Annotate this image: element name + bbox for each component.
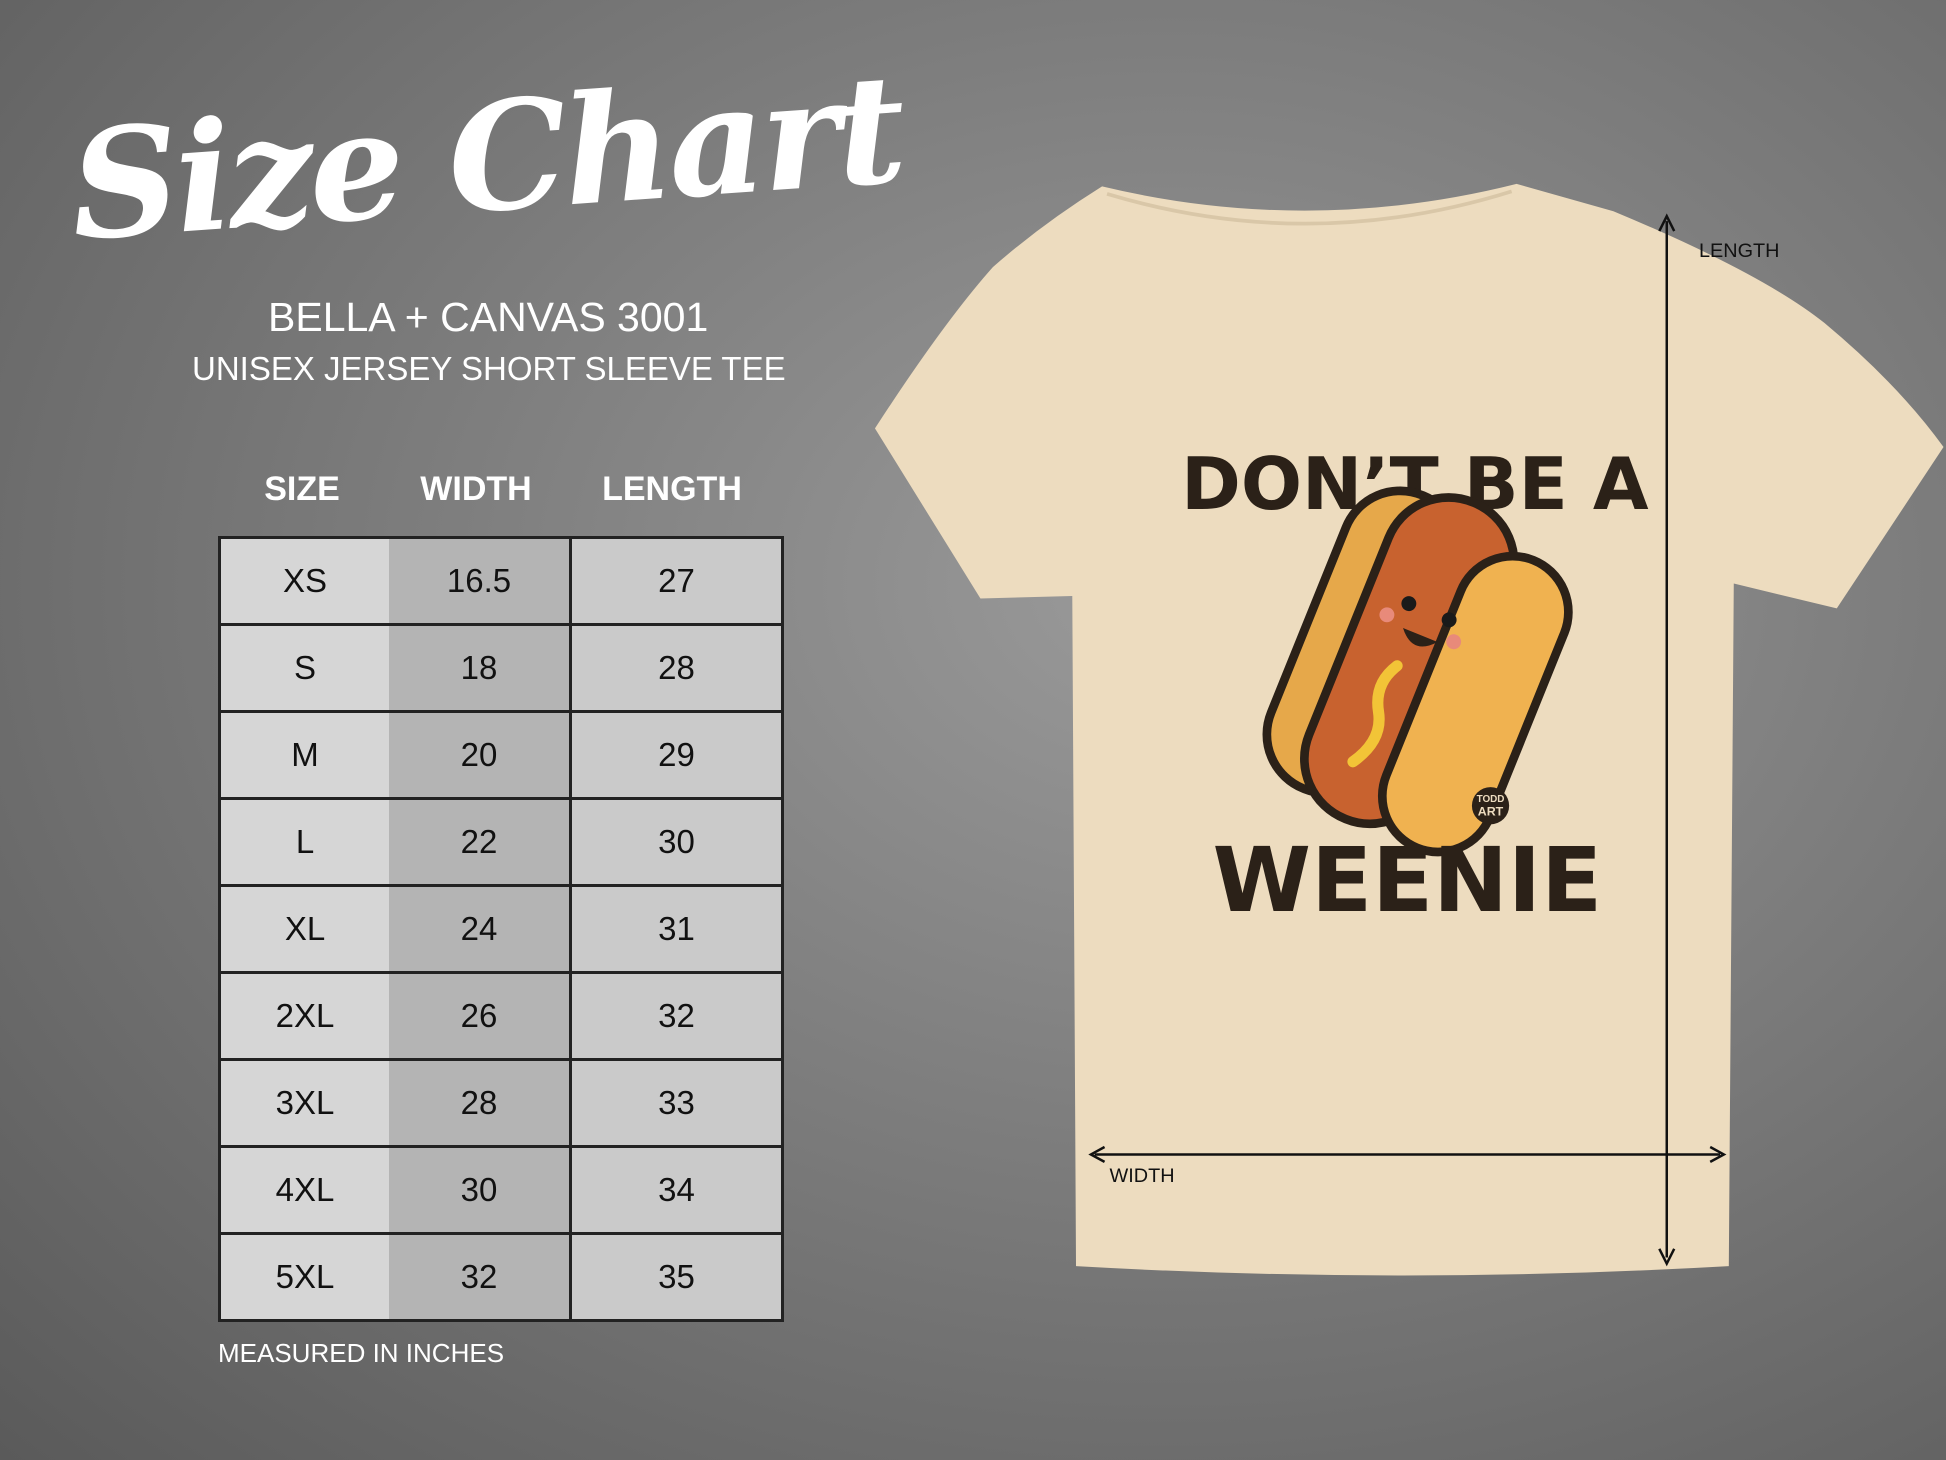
size-cell: S <box>218 623 389 713</box>
width-cell: 26 <box>389 971 572 1061</box>
hotdog-graphic <box>1262 486 1573 857</box>
size-cell: 4XL <box>218 1145 389 1235</box>
width-cell: 24 <box>389 884 572 974</box>
size-row: 5XL 32 35 <box>218 1232 784 1322</box>
size-row: L 22 30 <box>218 797 784 887</box>
size-row: S 18 28 <box>218 623 784 713</box>
size-row: 2XL 26 32 <box>218 971 784 1061</box>
header-size: SIZE <box>264 470 340 508</box>
size-cell: XS <box>218 536 389 626</box>
length-cell: 34 <box>570 1145 784 1235</box>
width-cell: 22 <box>389 797 572 887</box>
width-cell: 16.5 <box>389 536 572 626</box>
length-arrow <box>1658 213 1676 1267</box>
length-cell: 30 <box>570 797 784 887</box>
size-cell: XL <box>218 884 389 974</box>
size-cell: 2XL <box>218 971 389 1061</box>
todd-art-logo <box>1471 787 1510 825</box>
length-cell: 27 <box>570 536 784 626</box>
width-cell: 30 <box>389 1145 572 1235</box>
size-cell: L <box>218 797 389 887</box>
length-cell: 29 <box>570 710 784 800</box>
header-width: WIDTH <box>420 470 532 508</box>
size-cell: M <box>218 710 389 800</box>
size-table: XS 16.5 27 S 18 28 M 20 29 L 22 30 XL 24 31 2XL 26 32 3XL 2… <box>218 536 784 1322</box>
size-row: 4XL 30 34 <box>218 1145 784 1235</box>
width-arrow <box>1088 1145 1727 1163</box>
length-cell: 28 <box>570 623 784 713</box>
size-row: XS 16.5 27 <box>218 536 784 626</box>
size-row: XL 24 31 <box>218 884 784 974</box>
product-style: UNISEX JERSEY SHORT SLEEVE TEE <box>192 350 786 387</box>
length-cell: 35 <box>570 1232 784 1322</box>
length-cell: 32 <box>570 971 784 1061</box>
size-row: 3XL 28 33 <box>218 1058 784 1148</box>
width-label: WIDTH <box>1110 1165 1175 1187</box>
width-cell: 32 <box>389 1232 572 1322</box>
print-bottom-text: WEENIE <box>1213 829 1603 933</box>
length-cell: 31 <box>570 884 784 974</box>
measurement-note: MEASURED IN INCHES <box>218 1338 505 1368</box>
size-cell: 5XL <box>218 1232 389 1322</box>
logo-line1: TODD <box>1477 794 1505 805</box>
header-length: LENGTH <box>602 470 742 508</box>
width-cell: 28 <box>389 1058 572 1148</box>
width-cell: 18 <box>389 623 572 713</box>
length-label: LENGTH <box>1699 240 1780 262</box>
size-cell: 3XL <box>218 1058 389 1148</box>
size-row: M 20 29 <box>218 710 784 800</box>
length-cell: 33 <box>570 1058 784 1148</box>
brand-model: BELLA + CANVAS 3001 <box>268 294 709 340</box>
logo-line2: ART <box>1478 805 1504 819</box>
width-cell: 20 <box>389 710 572 800</box>
